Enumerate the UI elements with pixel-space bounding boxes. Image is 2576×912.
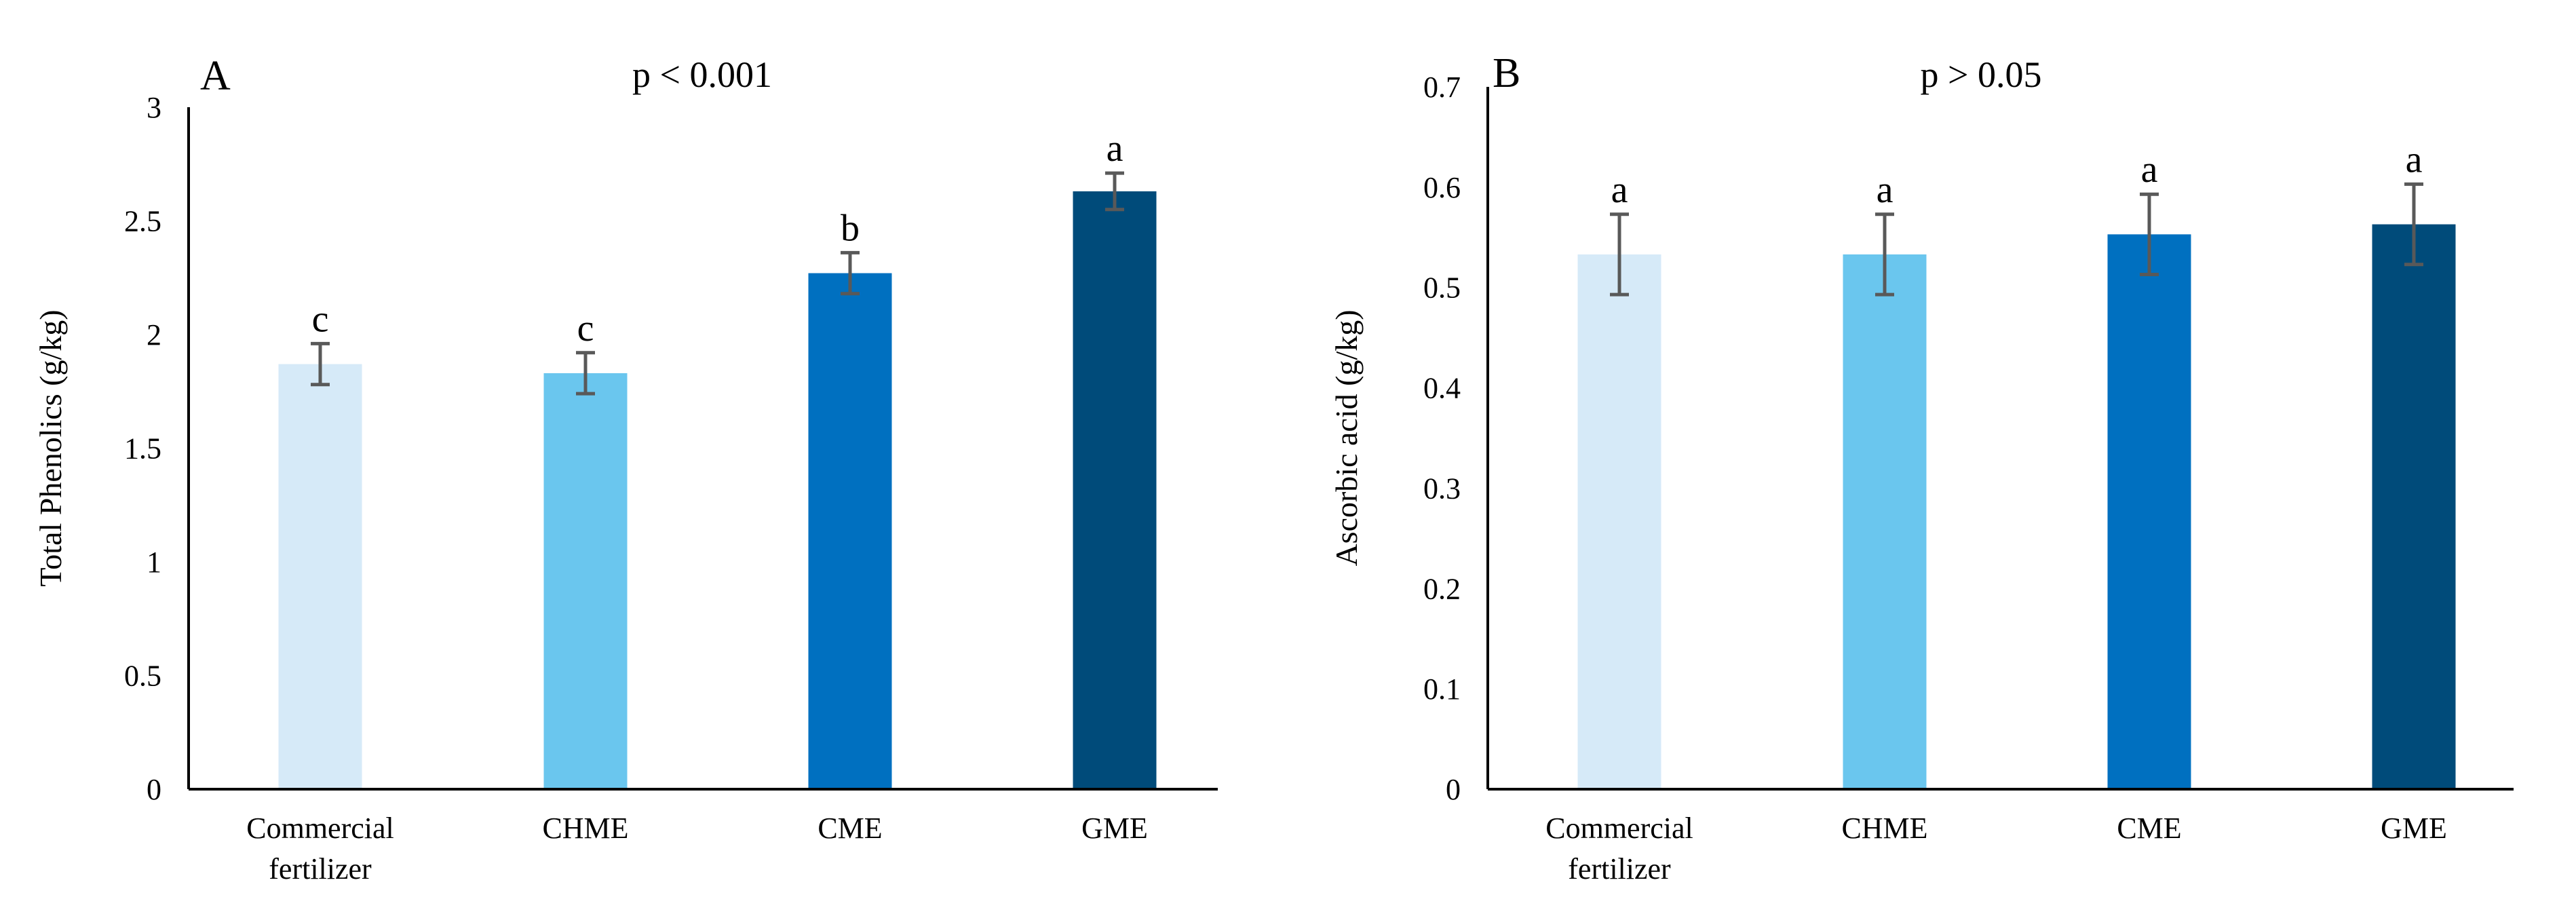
- panel-b-y-tick-label-3: 0.3: [1423, 472, 1461, 505]
- panel-b-category-label-1-line-2: fertilizer: [1568, 852, 1671, 886]
- panel-a-y-tick-label-3: 1.5: [124, 432, 161, 466]
- panel-a-y-axis-label: Total Phenolics (g/kg): [33, 309, 68, 586]
- panel-b-y-tick-label-7: 0.7: [1423, 71, 1461, 104]
- panel-a-category-label-1-line-1: Commercial: [246, 812, 394, 845]
- panel-a-significance-label-3: b: [841, 207, 860, 249]
- panel-a-category-label-1-line-2: fertilizer: [269, 852, 372, 886]
- panel-b-significance-label-4: a: [2406, 138, 2423, 180]
- panel-b-significance-label-3: a: [2141, 149, 2158, 191]
- panel-b-category-label-2: CHME: [1841, 812, 1927, 845]
- panel-a-title: p < 0.001: [632, 54, 772, 95]
- panel-a-panel-label: A: [200, 53, 231, 99]
- panel-a-significance-label-4: a: [1107, 128, 1123, 170]
- panel-b-y-tick-label-2: 0.2: [1423, 572, 1461, 605]
- panel-b-category-label-1-line-1: Commercial: [1545, 812, 1693, 845]
- panel-a-y-tick-label-4: 2: [147, 318, 161, 352]
- panel-b-title: p > 0.05: [1921, 54, 2042, 95]
- panel-a-significance-label-2: c: [577, 307, 594, 349]
- panel-b-y-tick-label-5: 0.5: [1423, 271, 1461, 305]
- panel-b-bar-1: [1577, 254, 1661, 790]
- panel-a-y-tick-label-5: 2.5: [124, 205, 161, 238]
- panel-b-bar-3: [2107, 234, 2191, 790]
- panel-a-category-label-3: CME: [818, 812, 882, 845]
- panel-b-y-tick-label-0: 0: [1446, 773, 1461, 806]
- panel-a-bar-2: [543, 373, 628, 789]
- panel-b-category-label-4: GME: [2381, 812, 2447, 845]
- panel-b-bar-2: [1843, 254, 1927, 790]
- panel-a-category-label-4: GME: [1081, 812, 1148, 845]
- panel-a-bar-1: [278, 364, 362, 789]
- panel-a-y-tick-label-0: 0: [147, 773, 161, 806]
- panel-b-y-axis-label: Ascorbic acid (g/kg): [1329, 309, 1364, 566]
- panel-a-y-tick-label-6: 3: [147, 91, 161, 124]
- panel-a-y-tick-label-2: 1: [147, 546, 161, 579]
- panel-a-bar-3: [808, 273, 892, 789]
- panel-a-y-tick-label-1: 0.5: [124, 660, 161, 693]
- panel-b-bar-4: [2372, 224, 2456, 789]
- panel-b-significance-label-2: a: [1877, 169, 1893, 211]
- panel-b-y-tick-label-4: 0.4: [1423, 372, 1461, 405]
- panel-b-y-tick-label-1: 0.1: [1423, 672, 1461, 706]
- panel-b-panel-label: B: [1493, 50, 1520, 96]
- panel-b-y-tick-label-6: 0.6: [1423, 171, 1461, 204]
- panel-a-bar-4: [1073, 191, 1157, 789]
- panel-b-significance-label-1: a: [1611, 169, 1628, 211]
- panel-a-significance-label-1: c: [312, 298, 329, 340]
- panel-a-category-label-2: CHME: [542, 812, 628, 845]
- panel-b-category-label-3: CME: [2117, 812, 2181, 845]
